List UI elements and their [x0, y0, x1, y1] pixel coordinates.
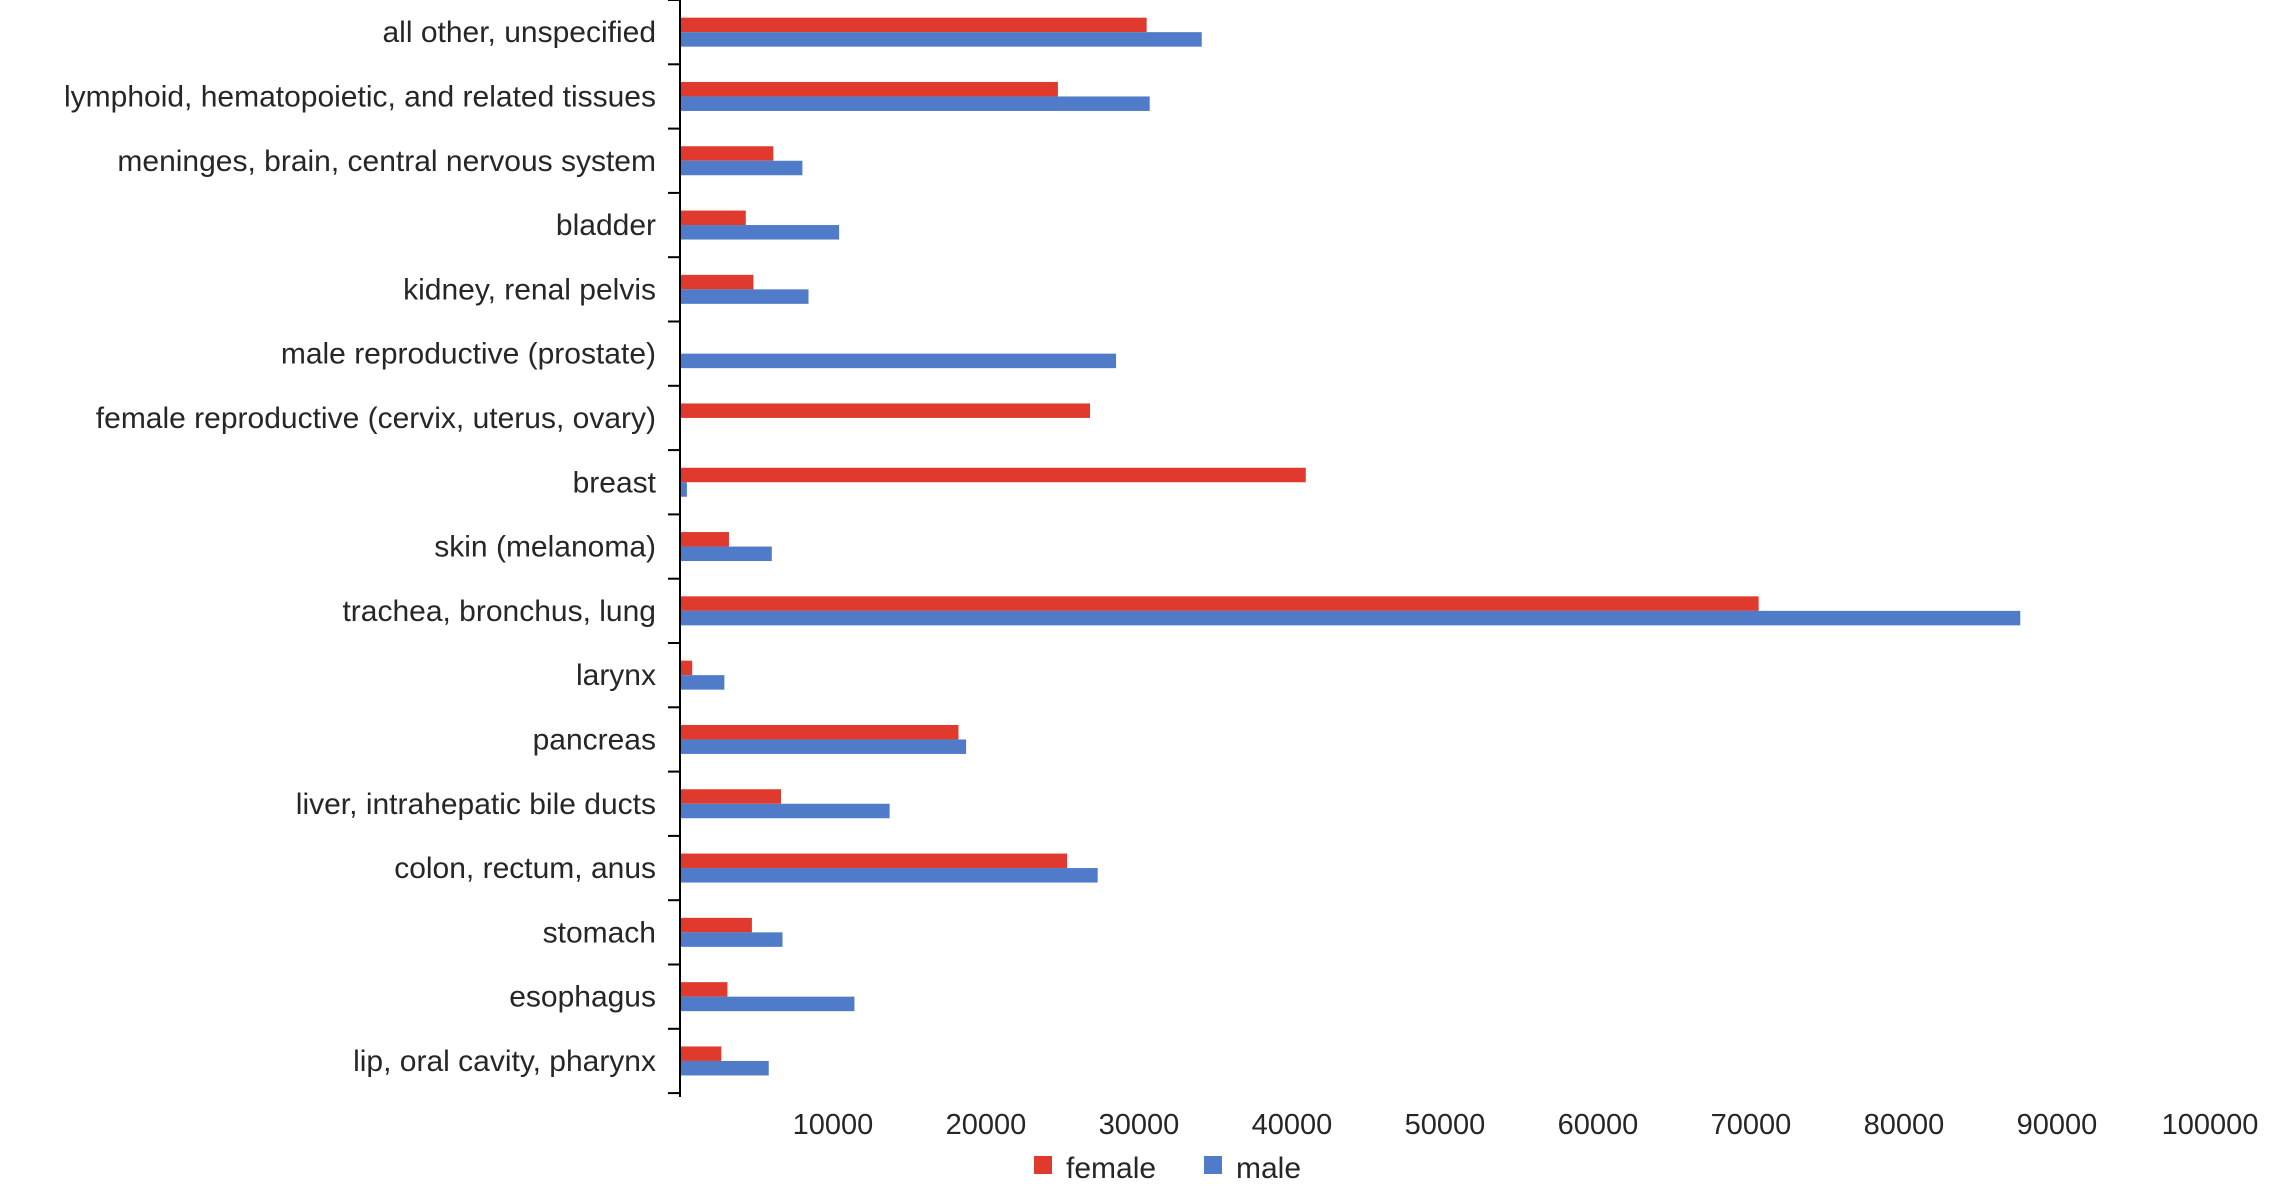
- category-label: bladder: [556, 209, 656, 242]
- bar-male-5: [680, 353, 1117, 369]
- x-tick-label: 10000: [793, 1109, 874, 1141]
- category-label: trachea, bronchus, lung: [342, 595, 656, 628]
- x-tick-label: 40000: [1252, 1109, 1333, 1141]
- bar-male-15: [680, 996, 855, 1012]
- category-label: larynx: [576, 659, 656, 692]
- bar-male-12: [680, 803, 890, 819]
- category-label: lymphoid, hematopoietic, and related tis…: [64, 80, 656, 113]
- legend-label-male: male: [1236, 1152, 1301, 1185]
- bar-female-11: [680, 724, 959, 740]
- bar-male-1: [680, 96, 1150, 111]
- category-label: meninges, brain, central nervous system: [117, 145, 656, 178]
- legend: female male: [1034, 1152, 1301, 1185]
- bars-layer: [680, 17, 2021, 1076]
- x-tick-label: 20000: [946, 1109, 1027, 1141]
- bar-female-13: [680, 853, 1068, 869]
- category-label: breast: [573, 466, 657, 499]
- bar-female-8: [680, 532, 729, 547]
- bar-female-9: [680, 596, 1759, 611]
- bar-male-16: [680, 1060, 769, 1076]
- legend-swatch-male: [1204, 1156, 1222, 1174]
- category-label: lip, oral cavity, pharynx: [353, 1045, 656, 1078]
- bar-male-3: [680, 225, 840, 240]
- bar-male-4: [680, 289, 809, 304]
- bar-male-14: [680, 932, 783, 947]
- category-label: liver, intrahepatic bile ducts: [296, 788, 656, 821]
- bar-female-4: [680, 274, 754, 290]
- x-tick-label: 80000: [1864, 1109, 1945, 1141]
- bar-female-12: [680, 789, 781, 804]
- category-label: female reproductive (cervix, uterus, ova…: [96, 402, 656, 435]
- bar-male-7: [680, 482, 687, 497]
- category-label: skin (melanoma): [434, 531, 656, 564]
- bar-male-13: [680, 868, 1098, 883]
- bar-female-0: [680, 17, 1147, 33]
- x-tick-label: 60000: [1558, 1109, 1639, 1141]
- category-label: pancreas: [533, 723, 656, 756]
- category-label: male reproductive (prostate): [281, 338, 656, 371]
- x-tick-label: 30000: [1099, 1109, 1180, 1141]
- x-tick-label: 90000: [2017, 1109, 2098, 1141]
- category-label: esophagus: [509, 981, 656, 1014]
- legend-label-female: female: [1066, 1152, 1156, 1185]
- bar-female-7: [680, 467, 1306, 483]
- bar-female-3: [680, 210, 746, 226]
- category-label: stomach: [543, 916, 656, 949]
- category-label: colon, rectum, anus: [394, 852, 656, 885]
- x-tick-label: 50000: [1405, 1109, 1486, 1141]
- bar-female-14: [680, 917, 752, 933]
- x-tick-label: 70000: [1711, 1109, 1792, 1141]
- category-label: all other, unspecified: [382, 16, 656, 49]
- bar-male-0: [680, 32, 1202, 47]
- bar-male-2: [680, 160, 803, 176]
- bar-female-6: [680, 403, 1091, 418]
- axes-layer: 10000 20000 30000 40000 50000 60000 70000 80000…: [668, 0, 2258, 1141]
- bar-female-2: [680, 146, 774, 161]
- bar-female-10: [680, 660, 693, 676]
- bar-male-9: [680, 610, 2021, 626]
- category-labels: all other, unspecified lymphoid, hematopo…: [64, 16, 657, 1078]
- bar-male-11: [680, 739, 967, 754]
- bar-male-10: [680, 675, 725, 690]
- category-label: kidney, renal pelvis: [403, 273, 656, 306]
- legend-swatch-female: [1034, 1156, 1052, 1174]
- x-tick-label: 100000: [2162, 1109, 2259, 1141]
- bar-female-15: [680, 982, 728, 997]
- bar-female-1: [680, 81, 1058, 97]
- bar-male-8: [680, 546, 772, 562]
- bar-female-16: [680, 1046, 722, 1061]
